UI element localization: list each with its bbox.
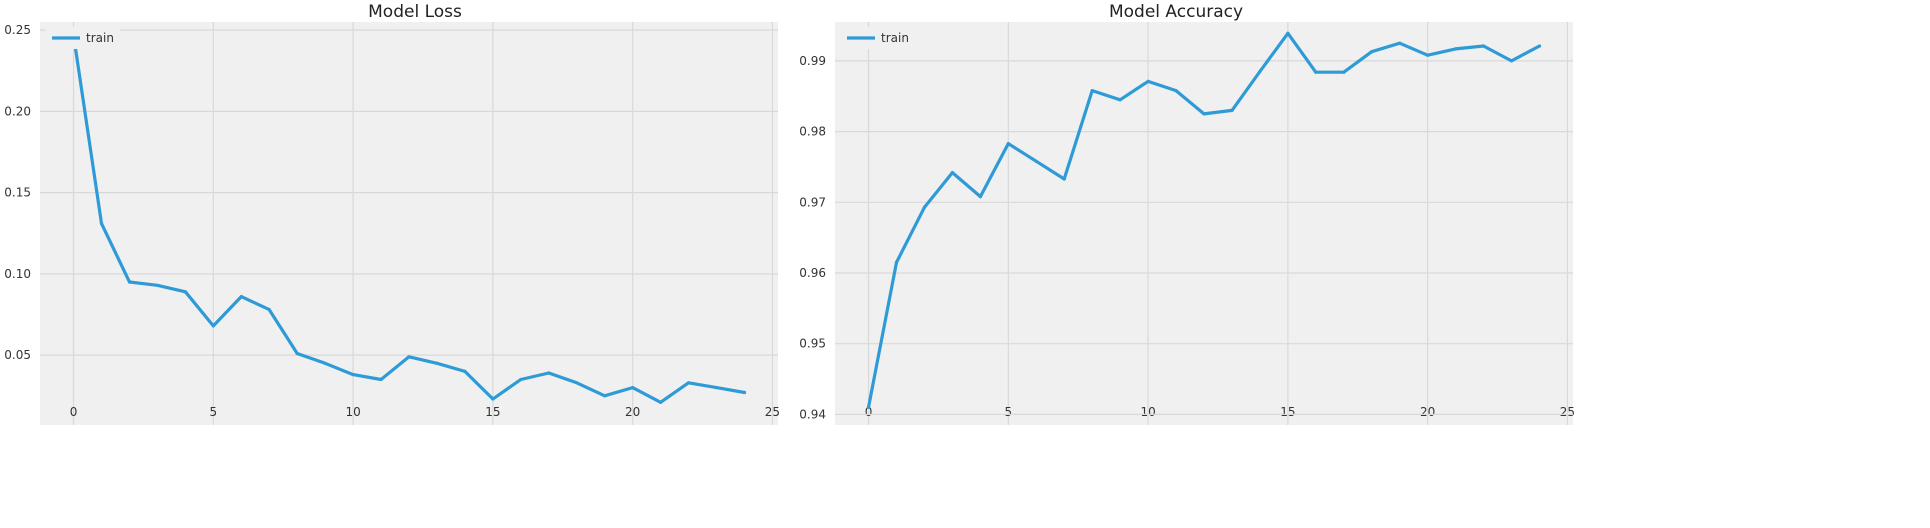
data-point (1398, 41, 1402, 45)
data-point (323, 361, 327, 365)
data-point (351, 373, 355, 377)
legend: train (46, 27, 120, 49)
legend-box (46, 27, 120, 49)
data-point (1509, 59, 1514, 63)
data-point (379, 377, 383, 382)
x-tick-label: 15 (485, 405, 500, 419)
y-tick-label: 0.05 (4, 348, 31, 362)
y-tick-label: 0.10 (4, 267, 31, 281)
data-point (1118, 98, 1122, 102)
data-point (1062, 177, 1066, 181)
x-tick-label: 0 (70, 405, 78, 419)
x-tick-label: 5 (1004, 405, 1012, 419)
chart-title: Model Loss (368, 2, 462, 22)
data-point (659, 400, 663, 404)
y-tick-label: 0.94 (799, 407, 826, 421)
x-tick-label: 10 (345, 405, 360, 419)
data-point (1314, 70, 1318, 74)
data-point (155, 283, 159, 287)
data-point (99, 221, 104, 226)
data-point (714, 386, 719, 390)
y-tick-label: 0.25 (4, 23, 31, 37)
data-point (1342, 70, 1346, 74)
data-point (1230, 108, 1234, 112)
data-point (1454, 47, 1458, 51)
data-point (978, 195, 983, 199)
y-tick-label: 0.98 (799, 125, 826, 139)
data-point (1426, 53, 1430, 57)
data-point (1174, 89, 1178, 93)
data-point (435, 361, 439, 365)
data-point (631, 386, 635, 390)
y-tick-label: 0.96 (799, 266, 826, 280)
y-tick-label: 0.95 (799, 337, 826, 351)
y-tick-label: 0.99 (799, 54, 826, 68)
x-tick-label: 0 (865, 405, 873, 419)
data-point (519, 377, 523, 382)
data-point (1286, 31, 1290, 35)
legend-label: train (86, 31, 114, 45)
x-tick-label: 5 (209, 405, 217, 419)
data-point (491, 397, 495, 401)
data-point (1090, 89, 1094, 93)
data-point (575, 381, 579, 385)
legend: train (841, 27, 915, 49)
x-tick-label: 25 (1560, 405, 1575, 419)
x-tick-label: 15 (1280, 405, 1295, 419)
x-tick-label: 10 (1140, 405, 1155, 419)
data-point (894, 260, 899, 264)
data-point (1258, 69, 1262, 74)
data-point (463, 369, 467, 373)
data-point (239, 295, 243, 299)
data-point (922, 205, 927, 209)
data-point (407, 355, 411, 359)
chart-loss: 0 5 10 15 20 25 0.05 0.10 0.15 0.20 0.25 Model Loss… (4, 2, 780, 425)
x-tick-label: 20 (1420, 405, 1435, 419)
data-point (183, 290, 187, 294)
x-tick-label: 20 (625, 405, 640, 419)
data-point (742, 390, 747, 395)
data-point (686, 381, 691, 385)
data-point (127, 280, 132, 284)
legend-box (841, 27, 915, 49)
data-point (547, 371, 551, 375)
data-point (1537, 44, 1542, 48)
x-tick-label: 25 (765, 405, 780, 419)
data-point (1481, 44, 1486, 48)
data-point (1370, 50, 1374, 54)
data-point (267, 308, 271, 312)
data-point (1034, 159, 1038, 163)
data-point (211, 324, 215, 328)
chart-accuracy: 0 5 10 15 20 25 0.94 0.95 0.96 0.97 0.98 0.99 Model … (799, 2, 1575, 425)
y-tick-label: 0.15 (4, 186, 31, 200)
y-tick-label: 0.97 (799, 195, 826, 209)
data-point (950, 171, 955, 175)
data-point (866, 405, 871, 409)
data-point (603, 394, 607, 398)
chart-title: Model Accuracy (1109, 2, 1243, 22)
data-point (1006, 142, 1010, 146)
plot-area (40, 22, 778, 425)
data-point (295, 351, 299, 356)
legend-label: train (881, 31, 909, 45)
y-tick-label: 0.20 (4, 104, 31, 118)
plot-area (835, 22, 1573, 425)
data-point (1146, 79, 1150, 83)
data-point (1202, 112, 1206, 116)
